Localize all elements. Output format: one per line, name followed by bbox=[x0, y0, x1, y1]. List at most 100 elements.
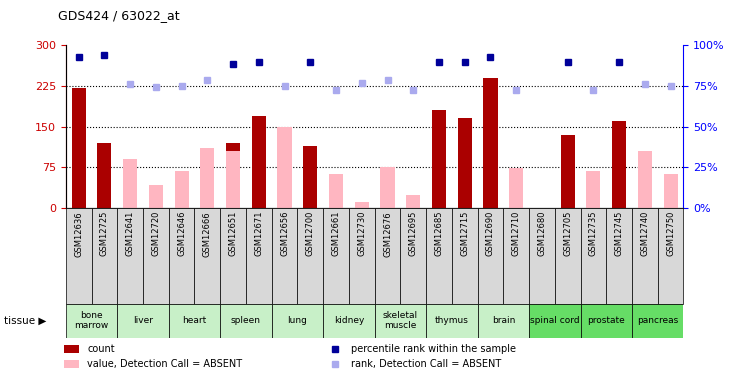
Text: GSM12745: GSM12745 bbox=[615, 211, 624, 256]
Text: GSM12646: GSM12646 bbox=[177, 211, 186, 256]
Text: heart: heart bbox=[182, 316, 207, 325]
Text: spleen: spleen bbox=[231, 316, 261, 325]
Bar bbox=[220, 304, 272, 338]
Bar bbox=[452, 208, 477, 304]
Text: GSM12735: GSM12735 bbox=[589, 211, 598, 256]
Bar bbox=[169, 208, 194, 304]
Text: GSM12636: GSM12636 bbox=[74, 211, 83, 256]
Bar bbox=[117, 304, 169, 338]
Bar bbox=[117, 208, 143, 304]
Bar bbox=[432, 110, 446, 208]
Bar bbox=[226, 151, 240, 208]
Bar bbox=[329, 174, 343, 208]
Bar bbox=[72, 88, 86, 208]
Bar bbox=[426, 304, 477, 338]
Bar bbox=[226, 143, 240, 208]
Bar bbox=[580, 208, 606, 304]
Text: GSM12690: GSM12690 bbox=[486, 211, 495, 256]
Text: GSM12705: GSM12705 bbox=[563, 211, 572, 256]
Bar bbox=[66, 208, 91, 304]
Bar bbox=[169, 304, 220, 338]
Bar bbox=[64, 360, 79, 368]
Bar bbox=[426, 208, 452, 304]
Bar bbox=[97, 143, 111, 208]
Text: count: count bbox=[88, 344, 115, 354]
Bar bbox=[272, 208, 298, 304]
Text: GSM12700: GSM12700 bbox=[306, 211, 315, 256]
Bar bbox=[477, 208, 504, 304]
Text: rank, Detection Call = ABSENT: rank, Detection Call = ABSENT bbox=[351, 359, 501, 369]
Text: GSM12710: GSM12710 bbox=[512, 211, 520, 256]
Bar bbox=[612, 121, 626, 208]
Bar bbox=[66, 304, 117, 338]
Text: GSM12715: GSM12715 bbox=[461, 211, 469, 256]
Bar bbox=[555, 208, 580, 304]
Bar bbox=[149, 185, 163, 208]
Bar bbox=[374, 208, 401, 304]
Bar bbox=[246, 208, 272, 304]
Bar bbox=[561, 135, 575, 208]
Bar bbox=[251, 116, 266, 208]
Text: tissue ▶: tissue ▶ bbox=[4, 316, 46, 326]
Text: GSM12661: GSM12661 bbox=[332, 211, 341, 256]
Bar bbox=[278, 127, 292, 208]
Bar bbox=[175, 171, 189, 208]
Text: kidney: kidney bbox=[334, 316, 364, 325]
Text: GSM12676: GSM12676 bbox=[383, 211, 392, 256]
Bar bbox=[509, 168, 523, 208]
Bar bbox=[632, 304, 683, 338]
Bar bbox=[529, 208, 555, 304]
Bar bbox=[406, 195, 420, 208]
Bar bbox=[580, 304, 632, 338]
Bar bbox=[477, 304, 529, 338]
Bar bbox=[355, 202, 369, 208]
Bar bbox=[123, 159, 137, 208]
Bar bbox=[529, 304, 580, 338]
Bar bbox=[632, 208, 658, 304]
Bar bbox=[200, 148, 214, 208]
Text: brain: brain bbox=[492, 316, 515, 325]
Bar bbox=[272, 304, 323, 338]
Text: GSM12750: GSM12750 bbox=[666, 211, 675, 256]
Bar bbox=[91, 208, 117, 304]
Text: GDS424 / 63022_at: GDS424 / 63022_at bbox=[58, 9, 180, 22]
Bar bbox=[64, 345, 79, 353]
Text: GSM12720: GSM12720 bbox=[151, 211, 160, 256]
Bar bbox=[323, 304, 374, 338]
Text: thymus: thymus bbox=[435, 316, 469, 325]
Text: GSM12641: GSM12641 bbox=[126, 211, 135, 256]
Text: GSM12725: GSM12725 bbox=[100, 211, 109, 256]
Text: value, Detection Call = ABSENT: value, Detection Call = ABSENT bbox=[88, 359, 243, 369]
Bar bbox=[374, 304, 426, 338]
Text: skeletal
muscle: skeletal muscle bbox=[383, 311, 418, 330]
Text: liver: liver bbox=[133, 316, 153, 325]
Bar bbox=[401, 208, 426, 304]
Bar bbox=[483, 78, 498, 208]
Text: GSM12651: GSM12651 bbox=[229, 211, 238, 256]
Bar bbox=[349, 208, 374, 304]
Text: spinal cord: spinal cord bbox=[530, 316, 580, 325]
Text: GSM12730: GSM12730 bbox=[357, 211, 366, 256]
Bar bbox=[323, 208, 349, 304]
Text: GSM12685: GSM12685 bbox=[434, 211, 444, 256]
Text: lung: lung bbox=[287, 316, 307, 325]
Text: percentile rank within the sample: percentile rank within the sample bbox=[351, 344, 515, 354]
Bar bbox=[303, 146, 317, 208]
Text: GSM12680: GSM12680 bbox=[537, 211, 547, 256]
Text: GSM12656: GSM12656 bbox=[280, 211, 289, 256]
Bar bbox=[220, 208, 246, 304]
Bar bbox=[143, 208, 169, 304]
Bar bbox=[658, 208, 683, 304]
Bar bbox=[458, 118, 471, 208]
Text: prostate: prostate bbox=[588, 316, 625, 325]
Bar bbox=[194, 208, 220, 304]
Text: GSM12671: GSM12671 bbox=[254, 211, 263, 256]
Text: GSM12740: GSM12740 bbox=[640, 211, 649, 256]
Bar bbox=[638, 151, 652, 208]
Bar bbox=[664, 174, 678, 208]
Text: bone
marrow: bone marrow bbox=[75, 311, 109, 330]
Text: pancreas: pancreas bbox=[637, 316, 678, 325]
Bar bbox=[586, 171, 600, 208]
Text: GSM12695: GSM12695 bbox=[409, 211, 417, 256]
Bar bbox=[504, 208, 529, 304]
